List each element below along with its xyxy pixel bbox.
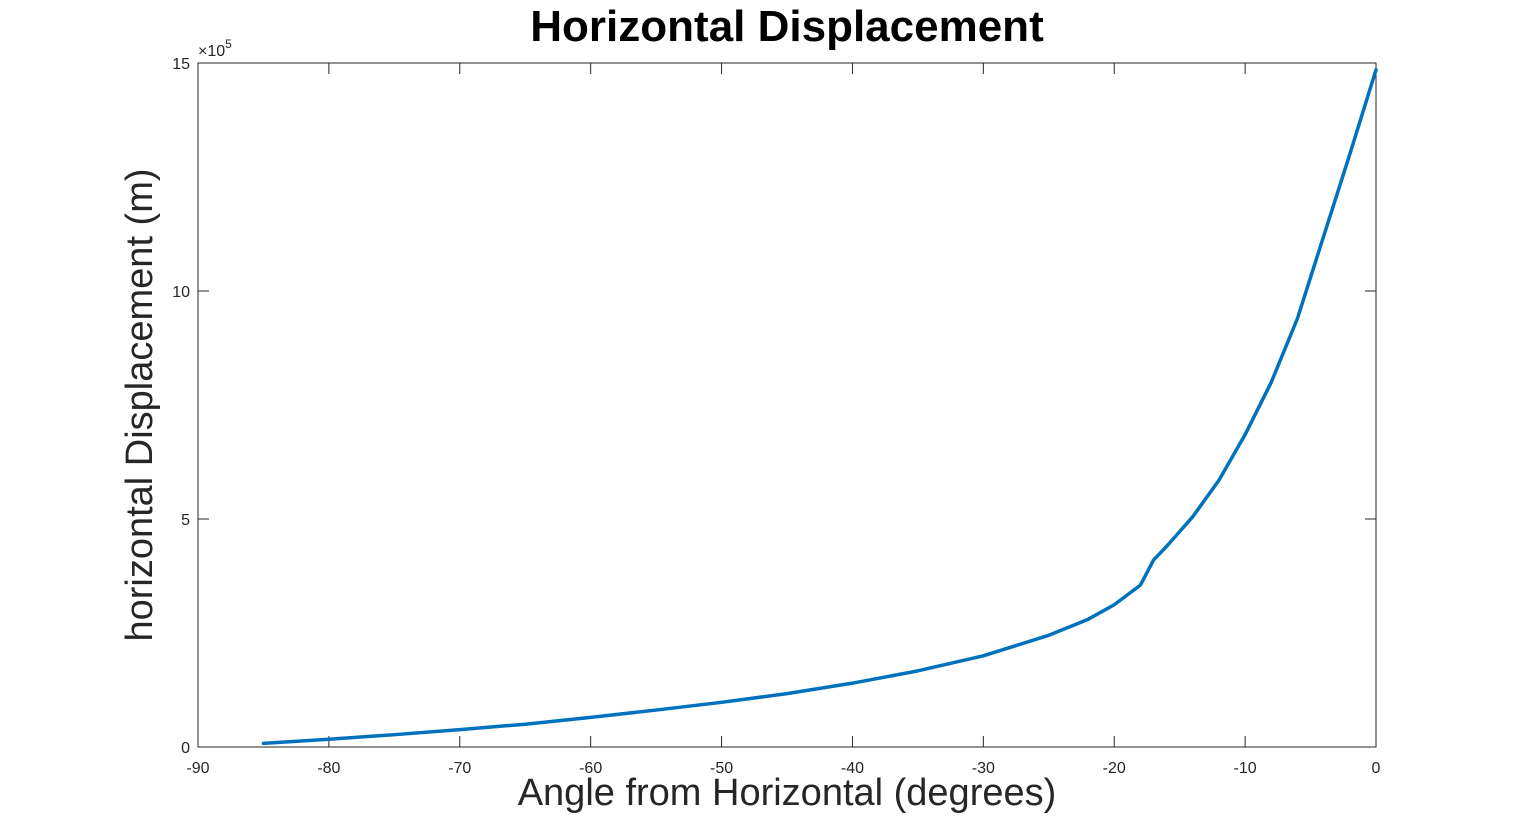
plot-box bbox=[197, 62, 1377, 748]
x-tick-label: -20 bbox=[1103, 760, 1126, 777]
x-axis-label: Angle from Horizontal (degrees) bbox=[517, 772, 1057, 814]
axes bbox=[197, 62, 1377, 748]
x-tick-label: -40 bbox=[841, 760, 864, 777]
y-axis-label: horizontal Displacement (m) bbox=[119, 168, 161, 642]
y-tick-label: 0 bbox=[181, 740, 190, 757]
y-tick-label: 5 bbox=[181, 512, 190, 529]
x-tick-label: -80 bbox=[317, 760, 340, 777]
x-tick-label: -30 bbox=[972, 760, 995, 777]
y-tick-label: 10 bbox=[172, 284, 190, 301]
x-tick-label: -70 bbox=[448, 760, 471, 777]
x-tick-label: -90 bbox=[186, 760, 209, 777]
y-tick-label: 15 bbox=[172, 56, 190, 73]
x-tick-label: -50 bbox=[710, 760, 733, 777]
series-layer bbox=[261, 68, 1378, 746]
x-tick-label: -60 bbox=[579, 760, 602, 777]
x-tick-label: -10 bbox=[1234, 760, 1257, 777]
ticks: -90 -80 -70 -60 -50 -40 -30 -20 -10 0 0 5 10 15 bbox=[172, 56, 1380, 777]
series-line bbox=[261, 68, 1378, 746]
x-tick-label: 0 bbox=[1372, 760, 1381, 777]
chart-title: Horizontal Displacement bbox=[530, 2, 1044, 51]
y-exponent-label: ×105 bbox=[198, 37, 232, 60]
